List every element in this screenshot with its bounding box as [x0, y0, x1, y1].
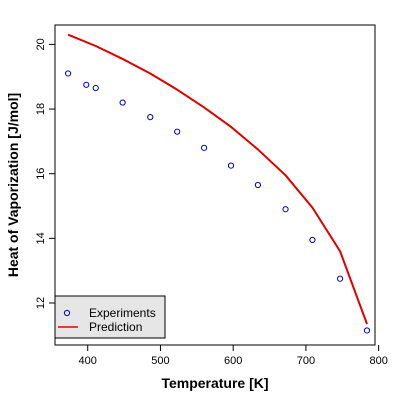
- y-axis-label: Heat of Vaporization [J/mol]: [5, 93, 21, 277]
- experiment-point: [147, 114, 154, 121]
- x-tick-label: 700: [297, 355, 315, 367]
- experiment-point: [83, 81, 90, 88]
- experiment-point: [174, 128, 181, 135]
- y-tick-label: 16: [35, 168, 47, 180]
- experiment-point: [282, 206, 289, 213]
- y-axis: 12 14 16 18 20: [35, 38, 55, 309]
- x-axis-label: Temperature [K]: [161, 375, 268, 391]
- y-tick-label: 12: [35, 297, 47, 309]
- experiment-point: [200, 144, 208, 151]
- experiment-point: [227, 162, 235, 169]
- x-axis: 400 500 600 700 800: [79, 345, 388, 367]
- experiment-point: [64, 70, 72, 77]
- series-layer: [64, 33, 371, 334]
- legend-prediction-label: Prediction: [89, 320, 142, 334]
- experiment-point: [309, 236, 316, 244]
- experiment-point: [254, 181, 262, 189]
- x-tick-label: 600: [224, 355, 242, 367]
- experiment-point: [336, 275, 344, 282]
- x-tick-label: 400: [79, 355, 97, 367]
- y-tick-label: 20: [35, 38, 47, 50]
- legend-experiments-marker: [63, 309, 71, 317]
- legend-experiments-label: Experiments: [89, 306, 156, 320]
- experiment-point: [363, 327, 371, 334]
- prediction-line: [67, 33, 368, 325]
- experiment-point: [119, 99, 126, 106]
- y-tick-label: 14: [35, 232, 47, 244]
- experiment-point: [92, 84, 99, 92]
- x-tick-label: 800: [369, 355, 387, 367]
- x-tick-label: 500: [151, 355, 169, 367]
- y-tick-label: 18: [35, 103, 47, 115]
- legend: Experiments Prediction: [54, 295, 166, 339]
- legend-box: [54, 295, 166, 339]
- plot-frame: [54, 24, 376, 346]
